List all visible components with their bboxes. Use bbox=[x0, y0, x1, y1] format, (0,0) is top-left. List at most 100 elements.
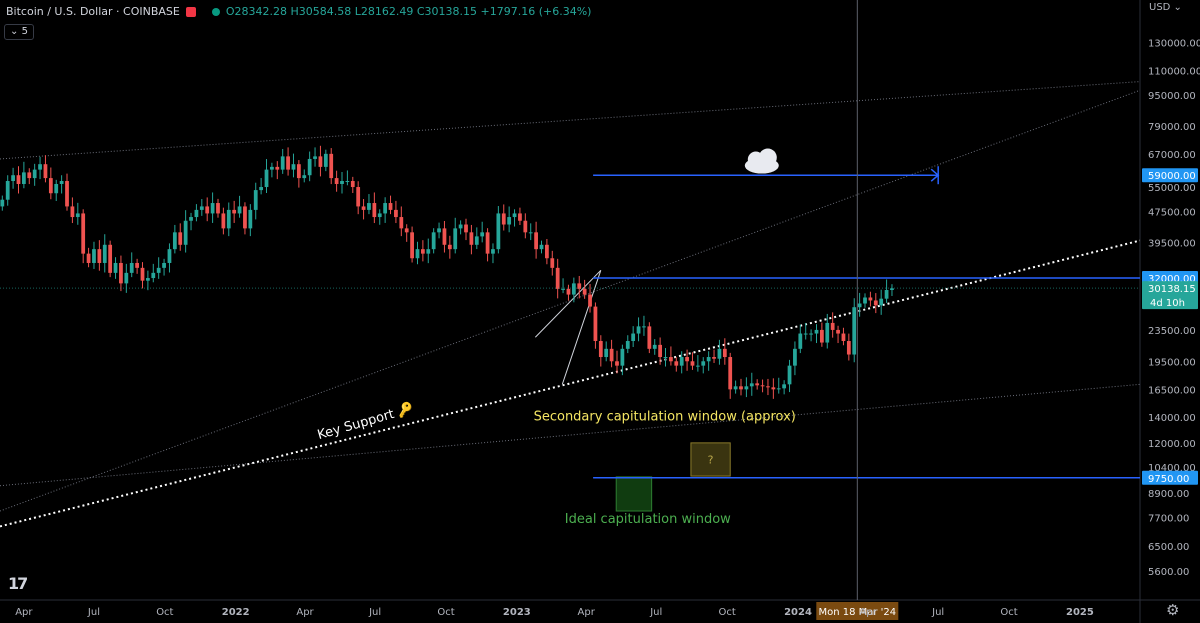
candle-body bbox=[825, 322, 830, 343]
y-tick-label: 6500.00 bbox=[1148, 542, 1189, 553]
candle-body bbox=[156, 267, 161, 273]
y-tick-label: 12000.00 bbox=[1148, 439, 1196, 450]
candle-body bbox=[205, 206, 210, 214]
candle-body bbox=[350, 181, 355, 188]
yellow-zone-box[interactable] bbox=[690, 442, 731, 477]
candle-body bbox=[124, 272, 129, 284]
candle-body bbox=[226, 209, 231, 229]
trendlines-layer bbox=[0, 81, 1140, 528]
candle-body bbox=[523, 220, 528, 233]
candle-body bbox=[361, 206, 366, 210]
candle-body bbox=[302, 175, 307, 179]
candle-body bbox=[178, 232, 183, 245]
candle-body bbox=[264, 169, 269, 188]
candle-body bbox=[830, 322, 835, 330]
candle-body bbox=[658, 344, 663, 358]
candle-body bbox=[275, 166, 280, 170]
trendline-5[interactable] bbox=[534, 269, 602, 338]
candle-body bbox=[733, 386, 738, 390]
candle-body bbox=[690, 361, 695, 366]
chart-legend: Bitcoin / U.S. Dollar · COINBASE O28342.… bbox=[6, 5, 591, 18]
candle-body bbox=[307, 158, 312, 176]
y-tick-label: 47500.00 bbox=[1148, 208, 1196, 219]
price-tag-text: 9750.00 bbox=[1148, 474, 1189, 485]
y-tick-label: 19500.00 bbox=[1148, 357, 1196, 368]
candle-body bbox=[280, 156, 285, 170]
candle-body bbox=[609, 348, 614, 362]
candle-body bbox=[388, 203, 393, 210]
candle-body bbox=[755, 383, 760, 386]
market-status-icon bbox=[211, 7, 220, 16]
annotation-2[interactable]: Ideal capitulation window bbox=[565, 512, 731, 527]
y-tick-label: 23500.00 bbox=[1148, 326, 1196, 337]
candle-body bbox=[453, 228, 458, 250]
candle-body bbox=[11, 175, 15, 182]
y-tick-label: 67000.00 bbox=[1148, 150, 1196, 161]
candle-body bbox=[739, 386, 743, 390]
candle-body bbox=[819, 329, 824, 343]
candle-body bbox=[420, 249, 425, 254]
candle-body bbox=[836, 329, 840, 334]
x-tick-label: Apr bbox=[296, 607, 314, 618]
y-tick-label: 110000.00 bbox=[1148, 67, 1200, 78]
candle-body bbox=[642, 326, 646, 328]
candle-body bbox=[32, 169, 37, 179]
countdown-text: 4d 10h bbox=[1150, 298, 1185, 309]
y-tick-label: 7700.00 bbox=[1148, 513, 1189, 524]
candle-body bbox=[458, 224, 463, 229]
x-tick-label: Oct bbox=[718, 607, 735, 618]
candle-body bbox=[501, 213, 506, 225]
candle-body bbox=[766, 386, 770, 388]
candle-body bbox=[81, 213, 86, 254]
trendline-3[interactable] bbox=[0, 239, 1140, 528]
candle-body bbox=[663, 357, 668, 359]
candle-body bbox=[318, 156, 323, 167]
candle-body bbox=[803, 333, 808, 335]
candle-body bbox=[102, 244, 107, 263]
candle-body bbox=[75, 213, 80, 218]
crosshair-layer: Mon 18 Mar '24 bbox=[816, 0, 899, 620]
x-tick-label: 2022 bbox=[222, 607, 250, 618]
candle-body bbox=[598, 341, 603, 358]
candle-body bbox=[631, 333, 636, 342]
candle-body bbox=[216, 203, 220, 214]
interval-toggle[interactable]: ⌄ 5 bbox=[4, 24, 34, 40]
green-zone-box[interactable] bbox=[615, 476, 653, 512]
candle-body bbox=[210, 203, 215, 214]
candle-body bbox=[394, 209, 398, 218]
trendline-4[interactable] bbox=[561, 270, 602, 385]
y-tick-label: 16500.00 bbox=[1148, 385, 1196, 396]
symbol-title[interactable]: Bitcoin / U.S. Dollar · COINBASE bbox=[6, 5, 180, 18]
candle-body bbox=[582, 288, 587, 295]
price-tag-59000 bbox=[1142, 168, 1198, 183]
candle-body bbox=[232, 209, 237, 214]
candle-body bbox=[54, 183, 59, 194]
y-tick-label: 14000.00 bbox=[1148, 413, 1196, 424]
candle-body bbox=[329, 153, 334, 179]
candle-body bbox=[550, 258, 555, 268]
candle-body bbox=[480, 232, 485, 237]
candle-body bbox=[377, 213, 382, 218]
candle-body bbox=[615, 361, 619, 366]
candle-body bbox=[21, 172, 26, 184]
candle-body bbox=[685, 357, 689, 362]
y-tick-label: 10400.00 bbox=[1148, 463, 1196, 474]
candle-body bbox=[695, 365, 700, 367]
currency-label[interactable]: USD ⌄ bbox=[1149, 2, 1182, 13]
candle-body bbox=[539, 244, 544, 250]
candle-body bbox=[59, 181, 64, 184]
annotation-1[interactable]: Secondary capitulation window (approx) bbox=[534, 410, 796, 425]
candle-body bbox=[345, 181, 350, 183]
settings-gear-icon[interactable]: ⚙ bbox=[1166, 601, 1180, 619]
candle-body bbox=[561, 288, 565, 290]
y-tick-label: 130000.00 bbox=[1148, 38, 1200, 49]
candle-body bbox=[857, 303, 862, 308]
time-axis[interactable]: Apr Jul Oct 2022 Apr Jul Oct 2023 Apr Jul Oct 2024 A… bbox=[15, 607, 1094, 618]
x-tick-label: Jul bbox=[931, 607, 944, 618]
y-tick-label: 5600.00 bbox=[1148, 567, 1189, 578]
tradingview-logo[interactable]: 17 bbox=[8, 574, 28, 593]
candle-body bbox=[162, 262, 166, 268]
candle-body bbox=[129, 262, 134, 273]
candle-body bbox=[749, 383, 754, 387]
